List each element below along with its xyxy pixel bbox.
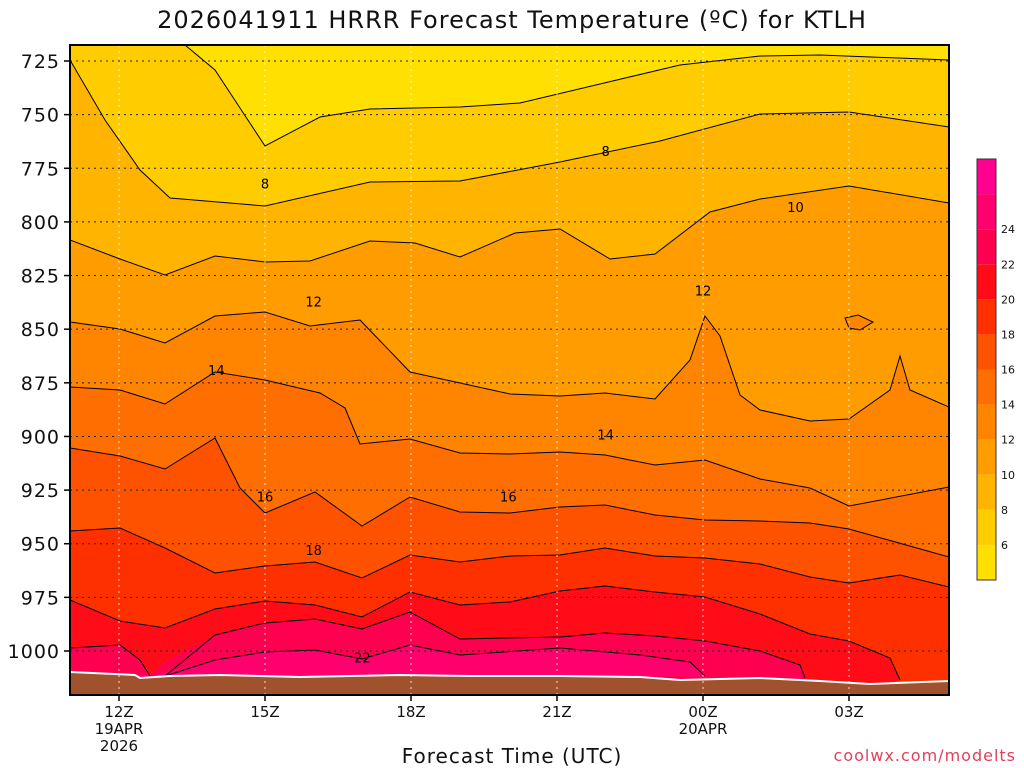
colorbar-swatch bbox=[977, 159, 996, 195]
y-tick-label: 900 bbox=[21, 426, 60, 448]
contour-label: 12 bbox=[695, 285, 712, 300]
x-tick-label: 00Z bbox=[688, 703, 717, 721]
band-24-26 bbox=[70, 645, 705, 680]
contour-12 bbox=[70, 311, 949, 422]
colorbar-tick-label: 22 bbox=[1001, 258, 1015, 271]
contour-10 bbox=[70, 185, 949, 276]
x-tick-label: 03Z bbox=[834, 703, 863, 721]
colorbar-tick-label: 6 bbox=[1001, 539, 1008, 552]
contour-label: 8 bbox=[602, 145, 610, 160]
contour-22 bbox=[70, 611, 806, 679]
colorbar-frame bbox=[976, 158, 997, 581]
y-axis: 725 750 775 800 825 850 875 900 925 950 975 1000 bbox=[8, 51, 70, 663]
contour-14 bbox=[70, 371, 949, 507]
colorbar-tick-label: 24 bbox=[1001, 223, 1015, 236]
colorbar-swatch bbox=[977, 334, 996, 370]
contour-12-blob bbox=[844, 314, 875, 331]
y-tick-label: 750 bbox=[21, 105, 60, 127]
x-axis-label: Forecast Time (UTC) bbox=[401, 744, 623, 768]
plot-area: 8 8 10 12 12 14 14 16 16 18 22 bbox=[70, 45, 949, 695]
colorbar-tick-label: 10 bbox=[1001, 469, 1015, 482]
colorbar-tick-label: 18 bbox=[1001, 328, 1015, 341]
contour-18 bbox=[70, 527, 949, 588]
band-6-8 bbox=[185, 45, 949, 146]
colorbar-swatch bbox=[977, 474, 996, 510]
contour-8a bbox=[184, 45, 949, 147]
colorbar-tick-label: 8 bbox=[1001, 504, 1008, 517]
y-tick-label: 975 bbox=[21, 587, 60, 609]
colorbar-swatch bbox=[977, 404, 996, 440]
colorbar-swatch bbox=[977, 544, 996, 580]
y-tick-label: 950 bbox=[21, 534, 60, 556]
contour-label: 10 bbox=[787, 201, 804, 216]
contour-label: 16 bbox=[257, 491, 274, 506]
colorbar-swatch bbox=[977, 369, 996, 405]
gridlines bbox=[70, 45, 949, 695]
contour-label: 18 bbox=[305, 544, 322, 559]
y-tick-label: 725 bbox=[21, 51, 60, 73]
colorbar-tick-label: 20 bbox=[1001, 293, 1015, 306]
chart-title: 2026041911 HRRR Forecast Temperature (ºC… bbox=[157, 6, 867, 34]
contour-16 bbox=[70, 437, 949, 558]
colorbar-swatch bbox=[977, 299, 996, 335]
colorbar-tick-label: 16 bbox=[1001, 364, 1015, 377]
x-tick-label: 15Z bbox=[250, 703, 279, 721]
terrain bbox=[70, 672, 949, 695]
colorbar-swatch bbox=[977, 264, 996, 300]
contour-label: 12 bbox=[305, 295, 322, 310]
credit-link[interactable]: coolwx.com/modelts bbox=[833, 746, 1016, 765]
y-tick-label: 800 bbox=[21, 212, 60, 234]
y-tick-label: 825 bbox=[21, 266, 60, 288]
contour-label: 22 bbox=[354, 651, 371, 666]
contour-label-layer: 8 8 10 12 12 14 14 16 16 18 22 bbox=[208, 145, 804, 666]
colorbar: 6 8 10 12 14 16 18 20 22 24 bbox=[976, 158, 1015, 581]
x-tick-sublabel: 20APR bbox=[679, 720, 728, 738]
contour-8b bbox=[70, 59, 949, 207]
contour-label: 14 bbox=[597, 428, 614, 443]
contour-lines bbox=[70, 45, 949, 681]
x-tick-sublabel: 2026 bbox=[100, 737, 138, 755]
x-tick-label: 21Z bbox=[542, 703, 571, 721]
y-tick-label: 1000 bbox=[8, 641, 60, 663]
y-tick-label: 925 bbox=[21, 480, 60, 502]
y-tick-label: 850 bbox=[21, 319, 60, 341]
x-tick-label: 18Z bbox=[396, 703, 425, 721]
y-tick-label: 875 bbox=[21, 373, 60, 395]
contour-label: 16 bbox=[500, 491, 517, 506]
colorbar-swatch bbox=[977, 509, 996, 545]
surface-line bbox=[70, 671, 949, 686]
x-tick-sublabel: 19APR bbox=[95, 720, 144, 738]
colorbar-tick-label: 12 bbox=[1001, 434, 1015, 447]
plot-frame bbox=[69, 44, 950, 696]
colorbar-swatch bbox=[977, 194, 996, 230]
contour-label: 14 bbox=[208, 364, 225, 379]
colorbar-swatch bbox=[977, 229, 996, 265]
colorbar-tick-label: 14 bbox=[1001, 399, 1015, 412]
y-tick-label: 775 bbox=[21, 158, 60, 180]
colorbar-swatch bbox=[977, 439, 996, 475]
contour-24 bbox=[164, 644, 706, 677]
contour-label: 8 bbox=[261, 177, 269, 192]
x-tick-label: 12Z bbox=[104, 703, 133, 721]
contour-20 bbox=[70, 585, 901, 681]
